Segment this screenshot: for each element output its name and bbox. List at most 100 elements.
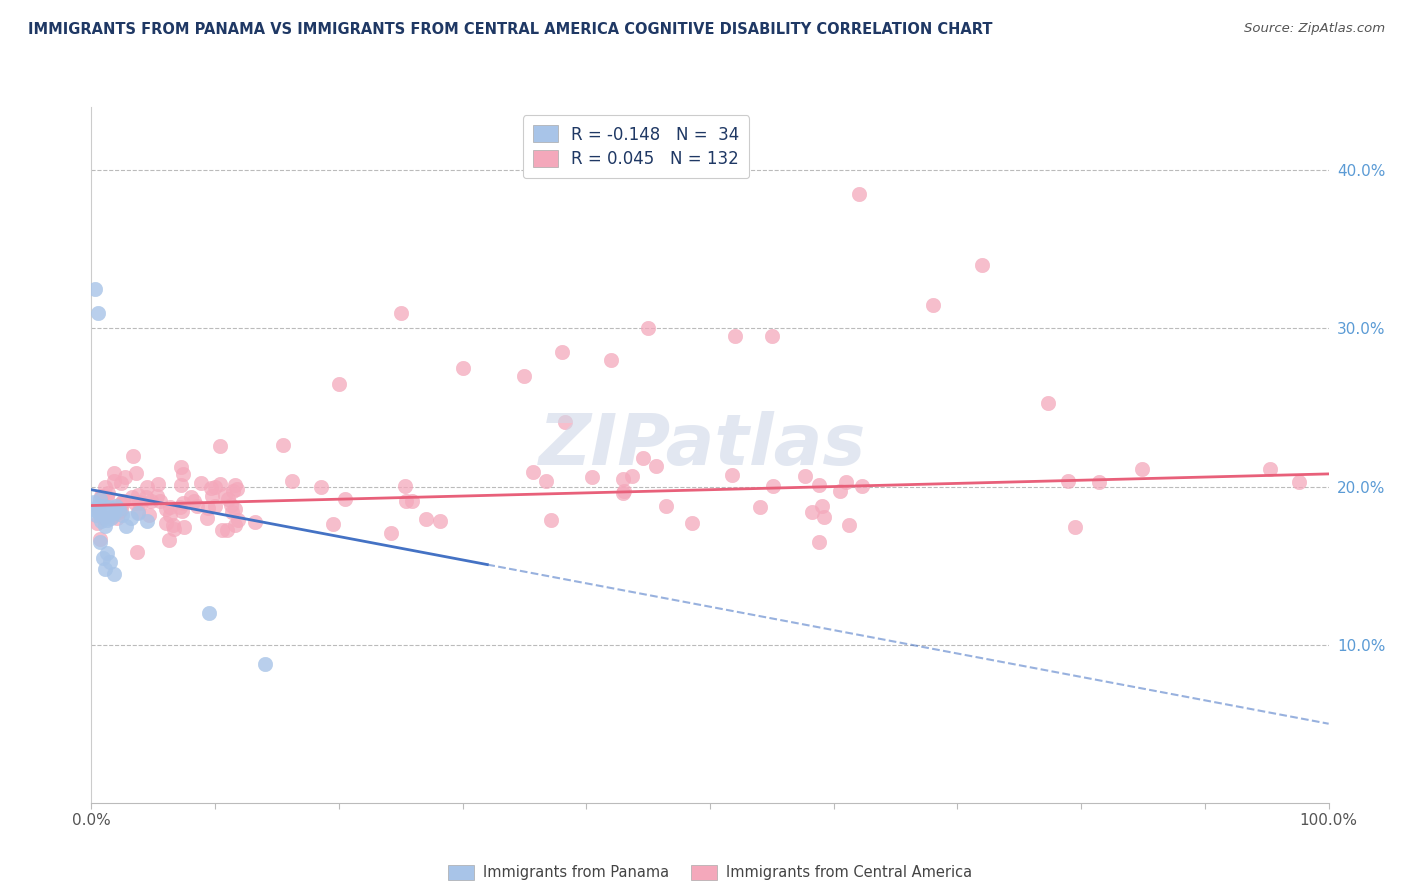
Point <box>138 508 160 523</box>
Point <box>149 493 172 508</box>
Point <box>103 507 125 521</box>
Point <box>429 514 451 528</box>
Point <box>170 459 193 474</box>
Point <box>1064 520 1087 534</box>
Point <box>86 499 108 513</box>
Point <box>762 479 785 493</box>
Point <box>600 353 623 368</box>
Point <box>761 329 783 343</box>
Point <box>111 493 134 508</box>
Point <box>522 465 544 479</box>
Point <box>136 480 159 494</box>
Point <box>748 500 770 514</box>
Point <box>204 499 226 513</box>
Point <box>1057 474 1080 488</box>
Point <box>139 494 162 508</box>
Point <box>103 474 125 488</box>
Point <box>135 490 157 504</box>
Point <box>186 499 208 513</box>
Point <box>91 550 114 565</box>
Point <box>107 505 129 519</box>
Point <box>121 490 143 504</box>
Point <box>389 305 412 319</box>
Point <box>724 329 747 343</box>
Point <box>828 484 851 499</box>
Point <box>198 606 221 620</box>
Point <box>146 488 169 502</box>
Point <box>93 510 115 524</box>
Point <box>395 494 418 508</box>
Point <box>271 438 294 452</box>
Point <box>214 488 236 502</box>
Point <box>157 533 180 547</box>
Point <box>86 508 108 522</box>
Point <box>124 496 146 510</box>
Point <box>540 512 562 526</box>
Point <box>394 479 416 493</box>
Point <box>200 481 222 495</box>
Point <box>172 496 194 510</box>
Point <box>87 507 110 521</box>
Point <box>655 499 678 513</box>
Point <box>97 500 120 514</box>
Point <box>86 516 108 531</box>
Text: Source: ZipAtlas.com: Source: ZipAtlas.com <box>1244 22 1385 36</box>
Point <box>127 507 149 521</box>
Point <box>1088 475 1111 490</box>
Point <box>162 517 184 532</box>
Point <box>1130 462 1153 476</box>
Point <box>209 476 232 491</box>
Point <box>93 499 115 513</box>
Point <box>612 485 634 500</box>
Point <box>204 480 226 494</box>
Point <box>209 439 232 453</box>
Point <box>91 501 114 516</box>
Point <box>96 546 118 560</box>
Point <box>1036 396 1059 410</box>
Point <box>105 499 128 513</box>
Point <box>169 500 191 514</box>
Point <box>921 298 943 312</box>
Point <box>125 545 148 559</box>
Point <box>810 499 832 513</box>
Point <box>217 491 239 506</box>
Point <box>127 505 149 519</box>
Point <box>103 566 125 581</box>
Point <box>612 472 634 486</box>
Point <box>146 477 169 491</box>
Point <box>100 508 122 523</box>
Text: IMMIGRANTS FROM PANAMA VS IMMIGRANTS FROM CENTRAL AMERICA COGNITIVE DISABILITY C: IMMIGRANTS FROM PANAMA VS IMMIGRANTS FRO… <box>28 22 993 37</box>
Point <box>224 518 246 533</box>
Point <box>159 500 181 514</box>
Point <box>180 491 202 505</box>
Point <box>195 510 218 524</box>
Point <box>170 504 193 518</box>
Point <box>253 657 276 671</box>
Point <box>94 480 117 494</box>
Point <box>226 483 249 497</box>
Point <box>107 501 129 516</box>
Point <box>131 496 153 510</box>
Point <box>122 449 145 463</box>
Point <box>221 505 243 519</box>
Point <box>1288 475 1310 490</box>
Point <box>645 459 668 474</box>
Point <box>110 497 132 511</box>
Point <box>101 503 124 517</box>
Point <box>800 505 823 519</box>
Point <box>838 517 860 532</box>
Point <box>136 514 159 528</box>
Point <box>84 282 107 296</box>
Point <box>224 501 246 516</box>
Point <box>613 483 636 498</box>
Point <box>96 507 118 521</box>
Point <box>94 519 117 533</box>
Point <box>86 305 108 319</box>
Point <box>89 492 111 507</box>
Point <box>848 186 870 201</box>
Point <box>105 501 128 516</box>
Point <box>173 520 195 534</box>
Point <box>451 360 474 375</box>
Point <box>808 535 831 549</box>
Point <box>972 258 994 272</box>
